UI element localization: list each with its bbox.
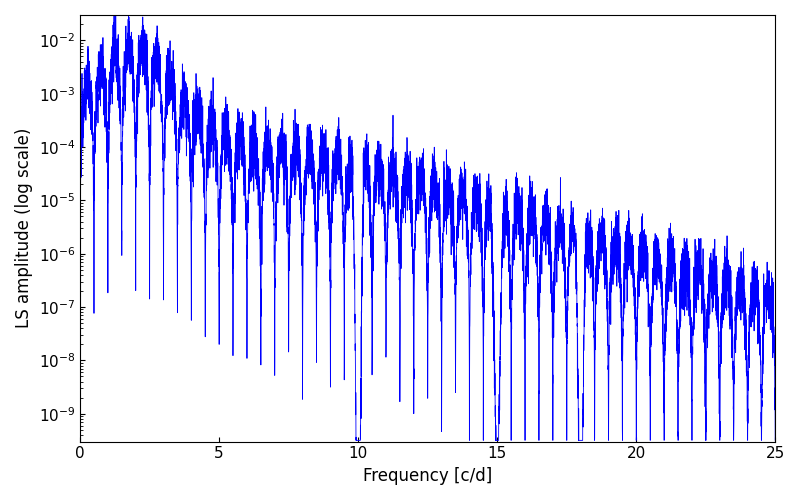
Y-axis label: LS amplitude (log scale): LS amplitude (log scale) — [15, 128, 33, 328]
X-axis label: Frequency [c/d]: Frequency [c/d] — [363, 467, 492, 485]
